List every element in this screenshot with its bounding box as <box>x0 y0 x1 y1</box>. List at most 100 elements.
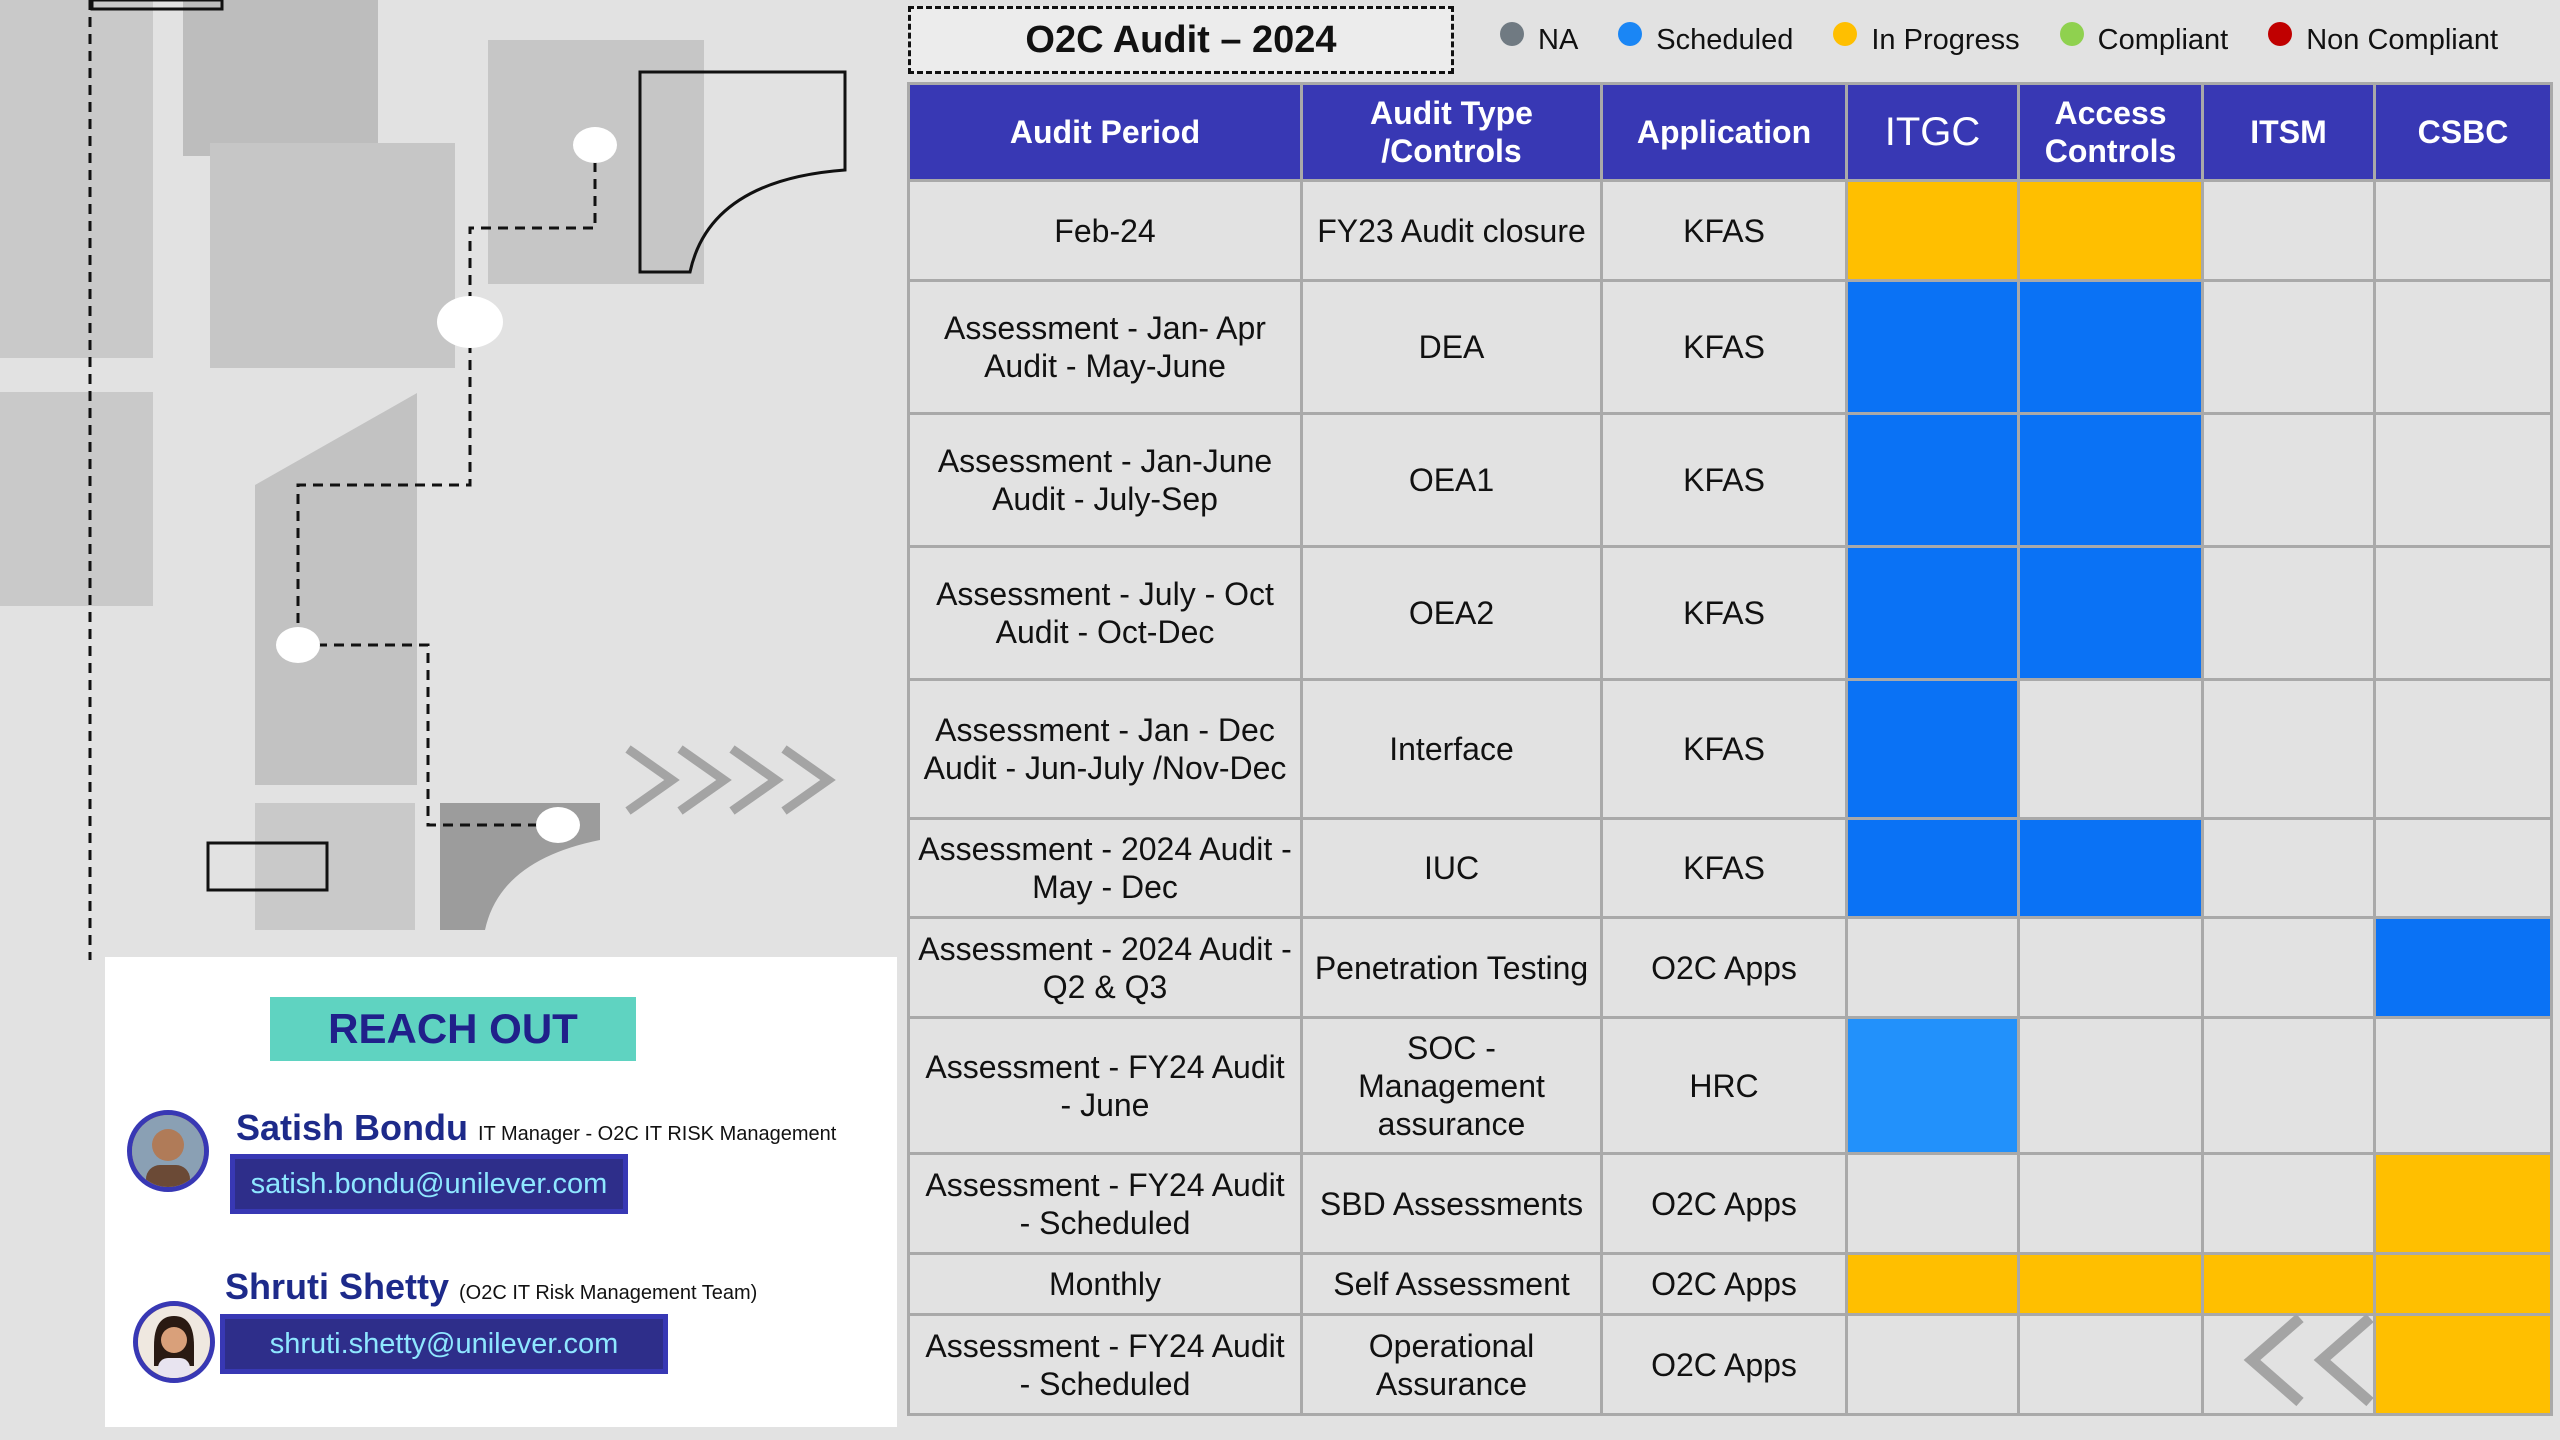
audit-type-cell: Penetration Testing <box>1300 916 1603 1019</box>
table-row: Monthly Self Assessment O2C Apps <box>907 1252 2553 1316</box>
itgc-status-cell <box>1845 1313 2020 1416</box>
contact-shruti-role: (O2C IT Risk Management Team) <box>459 1282 758 1304</box>
access-controls-status-cell <box>2017 412 2204 548</box>
audit-period-cell: Assessment - 2024 Audit - May - Dec <box>907 817 1303 919</box>
itgc-status-cell <box>1845 1016 2020 1155</box>
csbc-status-cell <box>2373 545 2553 681</box>
header-audit-period: Audit Period <box>907 82 1303 182</box>
legend-item: In Progress <box>1833 22 2020 57</box>
access-controls-status-cell <box>2017 916 2204 1019</box>
csbc-status-cell <box>2373 279 2553 415</box>
access-controls-status-cell <box>2017 545 2204 681</box>
access-controls-status-cell <box>2017 817 2204 919</box>
itgc-status-cell <box>1845 545 2020 681</box>
table-row: Assessment - July - Oct Audit - Oct-Dec O… <box>907 545 2553 681</box>
itsm-status-cell <box>2201 678 2376 820</box>
application-cell: KFAS <box>1600 412 1848 548</box>
contact-satish-email[interactable]: satish.bondu@unilever.com <box>230 1154 628 1214</box>
audit-type-cell: OEA1 <box>1300 412 1603 548</box>
audit-period-cell: Assessment - FY24 Audit - June <box>907 1016 1303 1155</box>
audit-period-cell: Feb-24 <box>907 179 1303 282</box>
csbc-status-cell <box>2373 916 2553 1019</box>
itgc-status-cell <box>1845 1252 2020 1316</box>
legend-item: Scheduled <box>1618 22 1794 57</box>
itgc-status-cell <box>1845 916 2020 1019</box>
application-cell: O2C Apps <box>1600 1313 1848 1416</box>
legend: NA Scheduled In Progress Compliant Non Compl… <box>1500 18 2538 62</box>
legend-label: Non Compliant <box>2306 23 2499 56</box>
access-controls-status-cell <box>2017 179 2204 282</box>
legend-label: Compliant <box>2097 23 2229 56</box>
csbc-status-cell <box>2373 1152 2553 1255</box>
legend-dot-icon <box>2268 22 2293 46</box>
itgc-status-cell <box>1845 678 2020 820</box>
access-controls-status-cell <box>2017 1313 2204 1416</box>
audit-type-cell: Operational Assurance <box>1300 1313 1603 1416</box>
audit-period-cell: Assessment - FY24 Audit - Scheduled <box>907 1313 1303 1416</box>
header-itgc: ITGC <box>1845 82 2020 182</box>
page-title: O2C Audit – 2024 <box>908 6 1454 74</box>
csbc-status-cell <box>2373 412 2553 548</box>
legend-label: In Progress <box>1871 23 2020 56</box>
legend-label: Scheduled <box>1656 23 1794 56</box>
legend-item: Non Compliant <box>2268 22 2499 57</box>
contact-shruti-email[interactable]: shruti.shetty@unilever.com <box>220 1314 668 1374</box>
legend-label: NA <box>1538 23 1579 56</box>
application-cell: KFAS <box>1600 279 1848 415</box>
audit-period-cell: Assessment - Jan - Dec Audit - Jun-July … <box>907 678 1303 820</box>
legend-item: Compliant <box>2059 22 2229 57</box>
access-controls-status-cell <box>2017 678 2204 820</box>
itsm-status-cell <box>2201 179 2376 282</box>
legend-dot-icon <box>1833 22 1858 46</box>
avatar-satish <box>127 1110 209 1192</box>
application-cell: KFAS <box>1600 545 1848 681</box>
header-csbc: CSBC <box>2373 82 2553 182</box>
access-controls-status-cell <box>2017 1252 2204 1316</box>
audit-period-cell: Assessment - Jan-June Audit - July-Sep <box>907 412 1303 548</box>
application-cell: KFAS <box>1600 179 1848 282</box>
header-access-controls: Access Controls <box>2017 82 2204 182</box>
audit-period-cell: Assessment - July - Oct Audit - Oct-Dec <box>907 545 1303 681</box>
audit-period-cell: Assessment - Jan- Apr Audit - May-June <box>907 279 1303 415</box>
application-cell: HRC <box>1600 1016 1848 1155</box>
audit-schedule-table: Audit Period Audit Type /Controls Applic… <box>907 82 2553 1416</box>
decorative-background <box>0 0 847 960</box>
itsm-status-cell <box>2201 545 2376 681</box>
header-itsm: ITSM <box>2201 82 2376 182</box>
itgc-status-cell <box>1845 817 2020 919</box>
application-cell: O2C Apps <box>1600 1152 1848 1255</box>
itsm-status-cell <box>2201 279 2376 415</box>
contact-satish-role: IT Manager - O2C IT RISK Management <box>478 1123 837 1145</box>
itsm-status-cell <box>2201 1016 2376 1155</box>
header-audit-type: Audit Type /Controls <box>1300 82 1603 182</box>
audit-type-cell: Interface <box>1300 678 1603 820</box>
csbc-status-cell <box>2373 1252 2553 1316</box>
avatar-shruti <box>133 1301 215 1383</box>
header-application: Application <box>1600 82 1848 182</box>
csbc-status-cell <box>2373 1016 2553 1155</box>
table-row: Assessment - Jan- Apr Audit - May-June DE… <box>907 279 2553 415</box>
itsm-status-cell <box>2201 817 2376 919</box>
application-cell: KFAS <box>1600 817 1848 919</box>
csbc-status-cell <box>2373 179 2553 282</box>
reach-out-card: REACH OUT Satish Bondu IT Manager - O2C I… <box>105 957 897 1427</box>
itgc-status-cell <box>1845 179 2020 282</box>
legend-item: NA <box>1500 22 1579 57</box>
contact-shruti-name: Shruti Shetty (O2C IT Risk Management Tea… <box>225 1266 758 1307</box>
csbc-status-cell <box>2373 678 2553 820</box>
audit-type-cell: DEA <box>1300 279 1603 415</box>
legend-dot-icon <box>1618 22 1643 46</box>
audit-type-cell: SBD Assessments <box>1300 1152 1603 1255</box>
access-controls-status-cell <box>2017 1152 2204 1255</box>
csbc-status-cell <box>2373 817 2553 919</box>
itsm-status-cell <box>2201 1152 2376 1255</box>
audit-period-cell: Assessment - 2024 Audit - Q2 & Q3 <box>907 916 1303 1019</box>
itsm-status-cell <box>2201 412 2376 548</box>
application-cell: O2C Apps <box>1600 916 1848 1019</box>
application-cell: KFAS <box>1600 678 1848 820</box>
reach-out-title: REACH OUT <box>270 997 636 1061</box>
table-row: Assessment - 2024 Audit - Q2 & Q3 Penetra… <box>907 916 2553 1019</box>
audit-type-cell: SOC - Management assurance <box>1300 1016 1603 1155</box>
table-row: Assessment - FY24 Audit - Scheduled Opera… <box>907 1313 2553 1416</box>
decorative-chevrons <box>2243 1313 2374 1407</box>
